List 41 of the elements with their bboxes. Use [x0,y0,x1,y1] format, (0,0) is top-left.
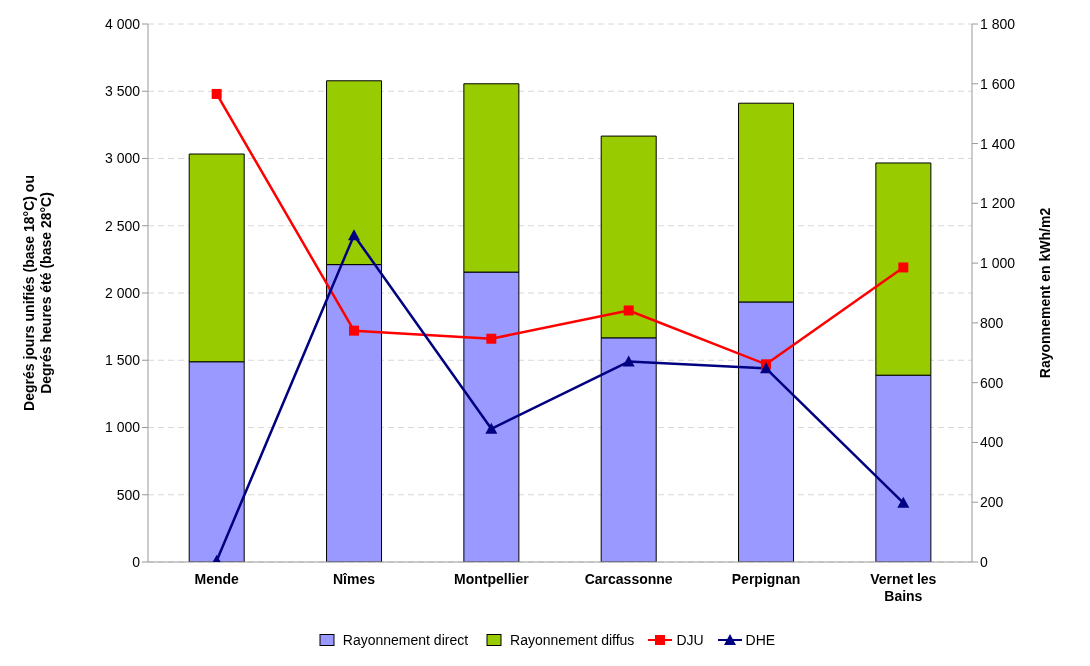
y-tick-label: 0 [132,553,141,570]
y2-tick-label: 600 [980,374,1004,391]
y2-tick-label: 800 [980,314,1004,331]
x-tick-label: Vernet les Bains [870,571,937,604]
point [898,262,909,273]
y2-tick-label: 1 400 [980,135,1016,152]
legend-label: DHE [745,632,776,648]
point [622,355,635,367]
y-tick-label: 1 500 [104,352,141,369]
point [349,325,359,336]
point [760,362,772,374]
point [623,305,634,316]
x-tick-label: Perpignan [731,571,801,587]
y2-tick-label: 1 800 [980,15,1016,32]
point [486,333,497,344]
y-tick-label: 500 [116,486,141,503]
x-tick-label: Montpellier [454,571,530,587]
x-tick-label: Carcassonne [584,571,673,587]
y2-axis-title: Rayonnement en kWh/m2 [1037,207,1053,379]
y2-tick-label: 1 200 [980,195,1016,212]
legend-label: Rayonnement diffus [510,632,635,648]
y2-tick-label: 200 [980,494,1004,511]
y2-tick-label: 1 600 [980,75,1016,92]
point [348,229,360,241]
point [211,88,222,99]
x-tick-label: Nîmes [332,571,376,587]
y-tick-label: 1 000 [104,419,141,436]
y-axis-title: Degrés jours unifiés (base 18°C) ou Degrés heures été (base 28°C) [20,175,54,411]
legend-label: DJU [676,632,704,648]
y2-tick-label: 0 [980,553,988,570]
point [897,496,910,508]
legend-label: Rayonnement direct [342,632,469,648]
x-tick-label: Mende [194,571,240,587]
y2-tick-label: 1 000 [980,255,1016,272]
y-tick-label: 3 000 [104,150,141,167]
y-tick-label: 4 000 [104,15,141,32]
y2-tick-label: 400 [980,434,1004,451]
point [485,422,498,434]
y-tick-label: 2 000 [104,284,141,301]
y-tick-label: 3 500 [104,83,141,100]
y-tick-label: 2 500 [104,217,141,234]
